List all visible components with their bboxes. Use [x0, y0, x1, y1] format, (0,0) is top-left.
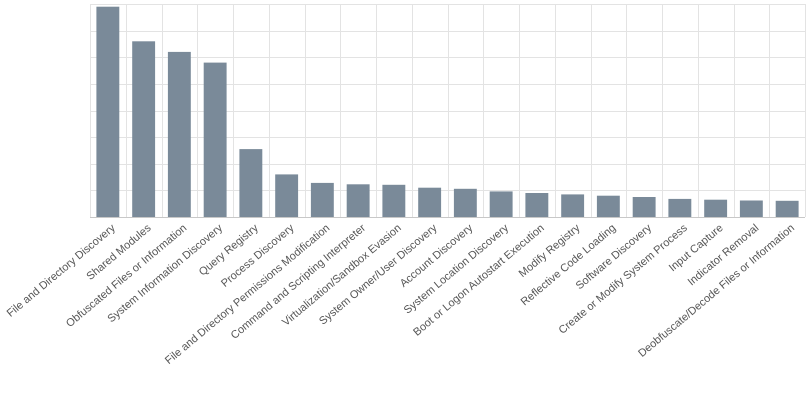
bar[interactable]: [453, 188, 477, 217]
bar[interactable]: [382, 184, 406, 217]
bar[interactable]: [704, 199, 728, 217]
bar[interactable]: [489, 191, 513, 217]
grid: [90, 4, 806, 218]
bar[interactable]: [525, 193, 549, 217]
bar[interactable]: [167, 51, 191, 218]
bar[interactable]: [561, 194, 585, 217]
x-tick-label: File and Directory Permissions Modificat…: [163, 222, 332, 367]
bar[interactable]: [203, 62, 227, 217]
bar[interactable]: [346, 184, 370, 217]
bar[interactable]: [132, 41, 156, 217]
bar[interactable]: [275, 174, 299, 217]
bar[interactable]: [596, 195, 620, 217]
bar[interactable]: [96, 6, 120, 218]
bar[interactable]: [418, 187, 442, 217]
bar[interactable]: [632, 197, 656, 217]
bars: [96, 6, 799, 218]
bar[interactable]: [775, 200, 799, 217]
x-tick-label: Modify Registry: [517, 222, 583, 280]
x-tick-label: Boot or Logon Autostart Execution: [411, 222, 547, 339]
bar[interactable]: [739, 200, 763, 218]
bar[interactable]: [668, 198, 692, 217]
bar[interactable]: [239, 149, 263, 217]
x-tick-label: Create or Modify System Process: [557, 222, 691, 337]
bar[interactable]: [310, 182, 334, 217]
